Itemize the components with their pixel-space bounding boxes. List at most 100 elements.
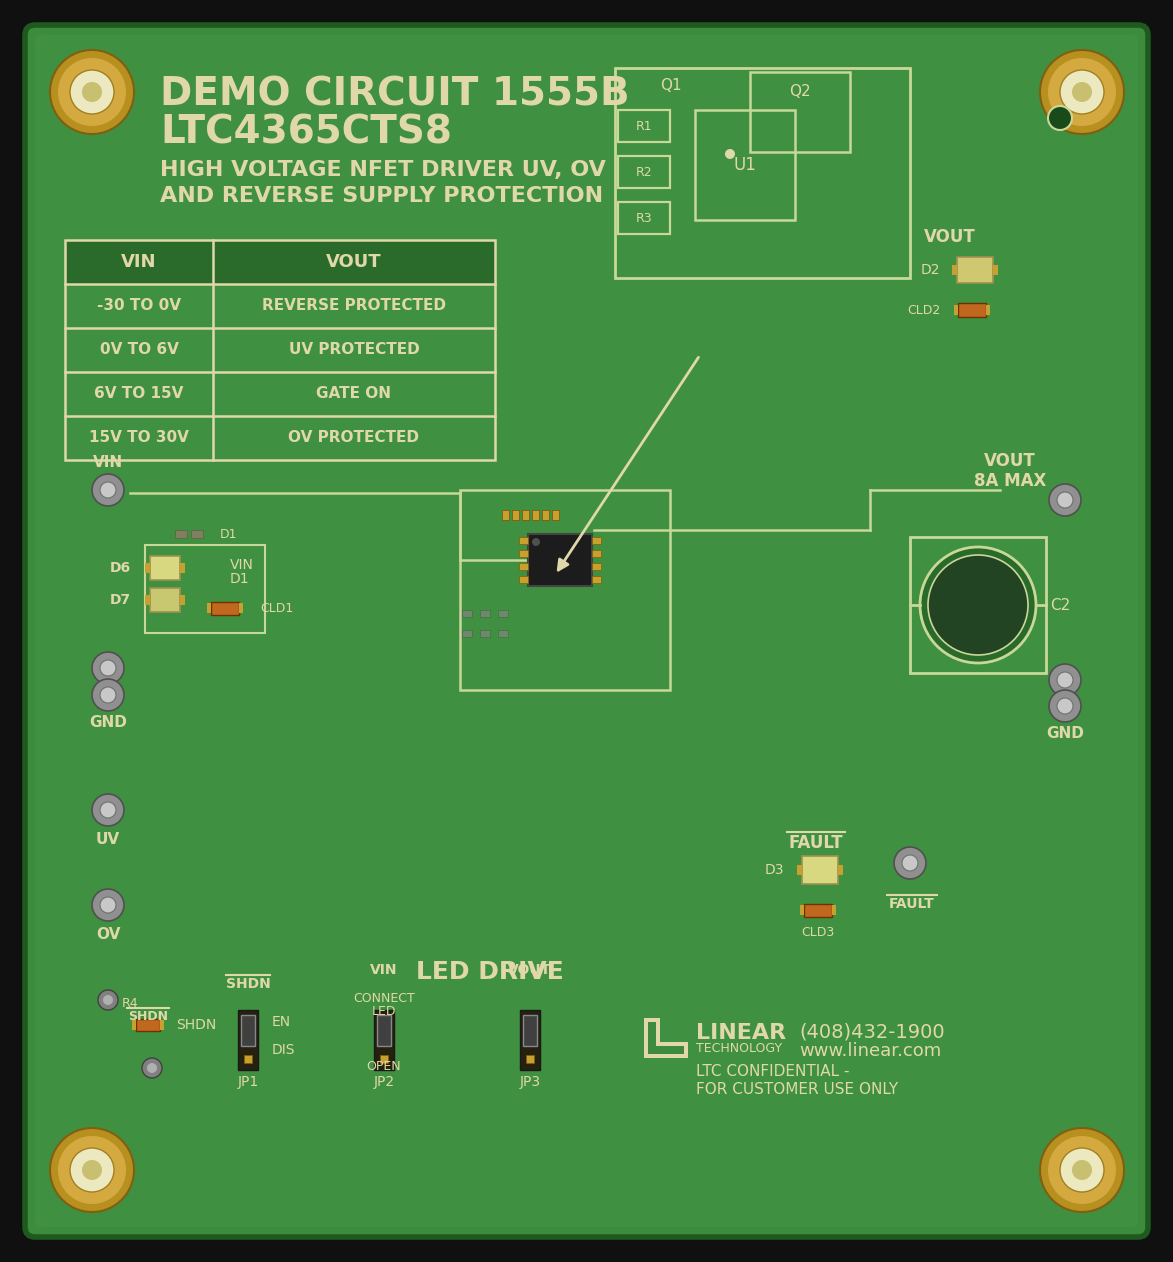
- FancyBboxPatch shape: [25, 25, 1148, 1237]
- Bar: [502, 510, 509, 520]
- Circle shape: [50, 1128, 134, 1212]
- Text: R1: R1: [636, 120, 652, 133]
- Bar: [526, 1055, 534, 1063]
- Text: D7: D7: [109, 593, 130, 607]
- Circle shape: [147, 1063, 157, 1073]
- Text: VOUT: VOUT: [326, 252, 382, 271]
- Bar: [542, 510, 549, 520]
- Bar: [380, 1017, 388, 1025]
- Bar: [499, 630, 508, 637]
- Bar: [804, 904, 832, 916]
- Text: OV: OV: [96, 928, 120, 941]
- Bar: [239, 603, 243, 613]
- Bar: [160, 1020, 164, 1030]
- Bar: [615, 68, 910, 278]
- Text: DEMO CIRCUIT 1555B: DEMO CIRCUIT 1555B: [160, 74, 630, 114]
- Bar: [694, 110, 795, 220]
- Circle shape: [725, 149, 735, 159]
- Bar: [518, 550, 528, 557]
- Text: www.linear.com: www.linear.com: [799, 1042, 941, 1060]
- Circle shape: [1060, 1148, 1104, 1193]
- Circle shape: [1049, 664, 1082, 697]
- Bar: [954, 305, 958, 316]
- Text: FAULT: FAULT: [889, 897, 935, 911]
- Text: VIN: VIN: [93, 456, 123, 469]
- Circle shape: [100, 687, 116, 703]
- Text: 6V TO 15V: 6V TO 15V: [94, 386, 184, 401]
- Circle shape: [1072, 82, 1092, 102]
- Circle shape: [82, 1160, 102, 1180]
- Bar: [145, 594, 150, 604]
- Bar: [796, 864, 802, 875]
- Circle shape: [1057, 492, 1073, 509]
- Text: R2: R2: [636, 165, 652, 178]
- Bar: [480, 610, 490, 617]
- Text: 0V TO 6V: 0V TO 6V: [100, 342, 178, 357]
- Circle shape: [902, 854, 918, 871]
- Bar: [986, 305, 990, 316]
- Bar: [526, 1017, 534, 1025]
- Bar: [244, 1036, 252, 1044]
- Text: UV: UV: [96, 832, 120, 847]
- Circle shape: [1057, 698, 1073, 714]
- Text: CONNECT: CONNECT: [353, 992, 415, 1005]
- Bar: [832, 905, 836, 915]
- Text: LED: LED: [372, 1005, 396, 1018]
- Text: OV PROTECTED: OV PROTECTED: [289, 430, 420, 445]
- Circle shape: [142, 1058, 162, 1078]
- Circle shape: [1047, 1136, 1116, 1204]
- Text: UV PROTECTED: UV PROTECTED: [289, 342, 420, 357]
- Bar: [240, 1015, 255, 1046]
- Text: D1: D1: [230, 572, 250, 586]
- Bar: [150, 557, 179, 581]
- Circle shape: [70, 69, 114, 114]
- Bar: [802, 856, 838, 883]
- Text: Q1: Q1: [660, 78, 682, 93]
- Bar: [377, 1015, 391, 1046]
- Text: GND: GND: [1046, 726, 1084, 741]
- Text: D2: D2: [921, 262, 940, 276]
- Bar: [958, 303, 986, 317]
- Bar: [552, 510, 560, 520]
- Polygon shape: [647, 1022, 684, 1054]
- Text: VOUT: VOUT: [984, 452, 1036, 469]
- Bar: [838, 864, 843, 875]
- FancyBboxPatch shape: [35, 35, 1138, 1227]
- Text: LED DRIVE: LED DRIVE: [416, 960, 564, 984]
- Circle shape: [894, 847, 925, 880]
- Bar: [145, 545, 265, 634]
- Bar: [618, 110, 670, 143]
- Text: Q2: Q2: [789, 85, 811, 98]
- Text: U1: U1: [733, 156, 757, 174]
- Bar: [150, 588, 179, 612]
- Bar: [592, 538, 601, 544]
- Circle shape: [100, 801, 116, 818]
- Circle shape: [50, 50, 134, 134]
- Bar: [179, 563, 185, 573]
- Circle shape: [920, 546, 1036, 663]
- Bar: [244, 1055, 252, 1063]
- Circle shape: [1047, 106, 1072, 130]
- Bar: [518, 563, 528, 570]
- Bar: [528, 534, 592, 586]
- Circle shape: [57, 58, 126, 126]
- Text: VOUT: VOUT: [508, 963, 551, 977]
- Bar: [374, 1010, 394, 1070]
- Polygon shape: [644, 1018, 689, 1058]
- Bar: [618, 202, 670, 233]
- Bar: [618, 156, 670, 188]
- Bar: [211, 602, 239, 615]
- Circle shape: [1060, 69, 1104, 114]
- Text: VIN: VIN: [121, 252, 157, 271]
- Text: D3: D3: [765, 863, 784, 877]
- Bar: [518, 575, 528, 583]
- Circle shape: [70, 1148, 114, 1193]
- Text: LTC CONFIDENTIAL -: LTC CONFIDENTIAL -: [696, 1064, 849, 1079]
- Text: -30 TO 0V: -30 TO 0V: [97, 299, 181, 313]
- Text: SHDN: SHDN: [128, 1010, 168, 1023]
- Bar: [244, 1017, 252, 1025]
- Bar: [179, 594, 185, 604]
- Circle shape: [533, 538, 540, 546]
- Circle shape: [91, 794, 124, 827]
- Circle shape: [57, 1136, 126, 1204]
